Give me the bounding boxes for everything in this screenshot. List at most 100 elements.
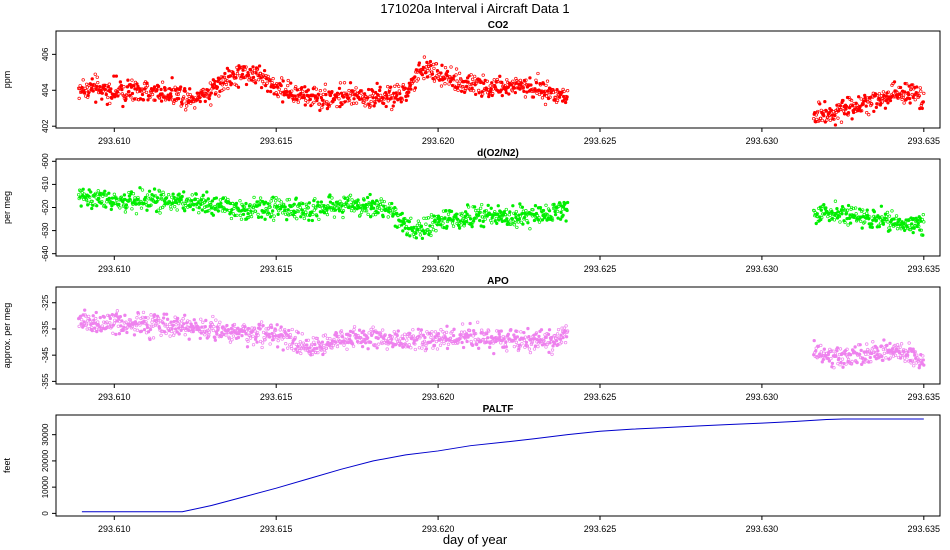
data-point [496,204,500,208]
y-tick-label: 402 [41,119,50,133]
data-point [859,97,863,101]
data-point [119,83,124,88]
data-point [828,211,832,215]
data-point [409,216,413,220]
data-point [432,343,437,348]
data-point [816,109,820,114]
data-point [241,212,246,217]
data-point [110,96,114,100]
data-point [180,319,184,323]
plot-frame [55,286,941,385]
data-point [553,333,557,338]
data-point [293,335,297,340]
data-point [244,332,248,336]
data-point [430,224,435,229]
data-point [853,106,857,110]
data-point [348,205,352,210]
data-point [238,65,243,70]
data-point [236,326,240,330]
data-point [503,212,507,217]
data-point [422,339,427,343]
data-point [499,210,503,214]
x-tick-label: 293.635 [908,392,941,402]
data-point [337,86,342,90]
data-point [277,87,281,91]
data-point [141,98,146,102]
data-point [296,209,300,214]
data-point [833,123,838,127]
data-point [814,221,818,226]
x-tick-label: 293.620 [422,524,455,534]
data-point [843,220,847,225]
data-point [173,327,178,331]
data-point [846,203,851,208]
data-point [104,92,108,97]
data-point [841,365,845,369]
data-point [138,323,142,327]
data-point [82,320,86,324]
data-point [194,192,198,196]
data-point [429,233,433,238]
data-point [823,212,827,216]
data-point [225,66,230,71]
data-point [104,205,108,209]
data-point [851,206,856,211]
data-point [863,357,867,361]
data-point [202,329,206,333]
data-point [878,98,882,102]
data-point [222,75,227,79]
data-point [357,328,362,332]
data-point [263,83,268,88]
data-point [124,97,128,101]
data-point [896,346,900,350]
data-point [505,217,509,221]
data-point [865,342,869,346]
data-point [421,65,426,70]
data-point [499,329,503,333]
data-point [517,217,522,221]
data-point [428,230,433,234]
data-point [333,340,338,344]
data-point [407,343,411,347]
data-point [498,335,502,339]
data-point [163,324,167,328]
data-point [201,87,205,92]
data-point [850,117,854,121]
data-point [168,92,173,96]
data-point [293,215,297,219]
data-point [886,220,890,224]
data-point [340,332,344,336]
data-point [81,78,85,82]
data-point [347,98,352,102]
data-point [183,333,187,337]
data-point [168,334,172,338]
data-point [331,202,335,206]
data-point [222,87,226,91]
data-point [915,85,919,89]
data-point [475,81,479,85]
data-point [527,347,532,351]
data-point [897,217,902,222]
data-point [559,210,563,214]
data-point [82,192,86,196]
data-point [304,98,308,103]
data-point [234,83,239,87]
data-point [179,328,183,333]
data-point [149,203,153,207]
data-point [403,332,407,336]
data-point [354,86,358,90]
data-point [547,328,552,332]
data-point [472,89,476,93]
data-point [338,104,342,109]
data-point [313,342,317,347]
data-point [434,229,438,233]
data-point [347,88,351,93]
data-point [148,337,152,342]
data-point [167,322,172,327]
data-point [352,97,356,101]
data-point [105,325,109,329]
data-point [269,325,274,330]
data-point [486,87,490,92]
data-point [171,192,175,196]
data-point [296,331,300,335]
